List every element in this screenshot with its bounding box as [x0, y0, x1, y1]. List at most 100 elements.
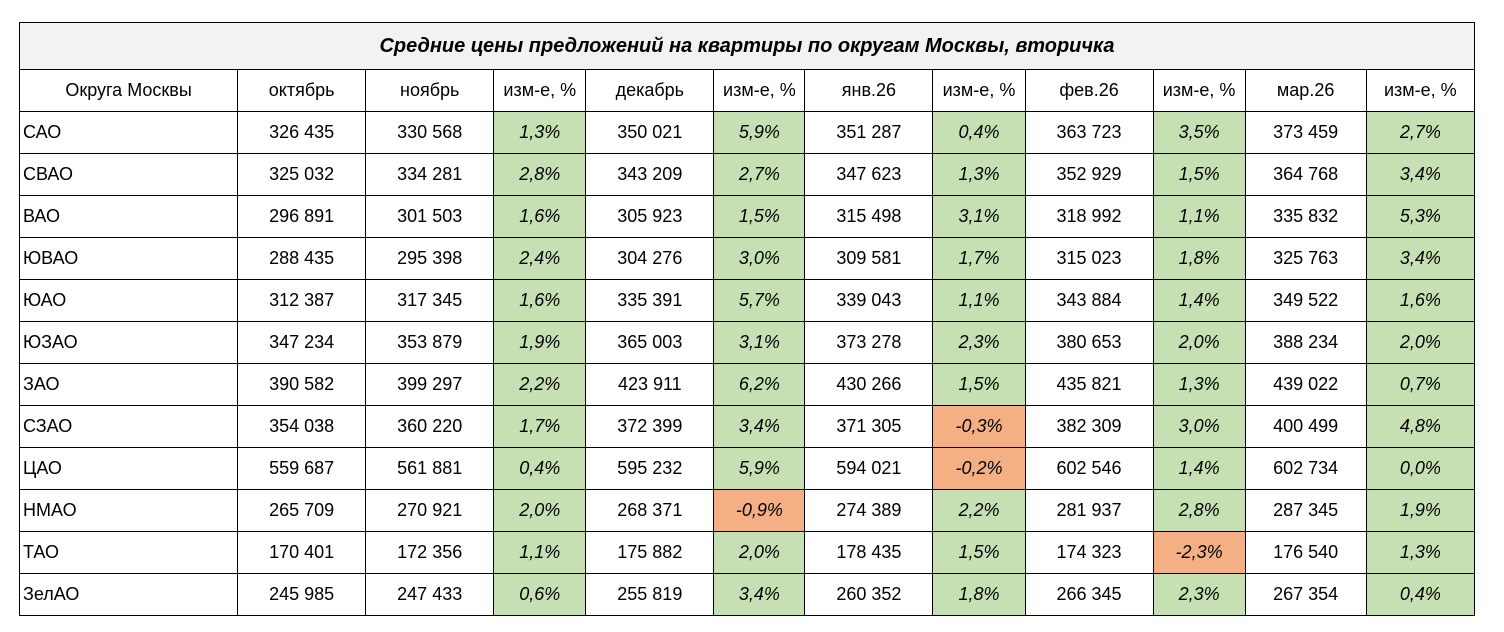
price-cell[interactable]: 365 003: [585, 321, 715, 364]
change-cell[interactable]: 2,0%: [493, 489, 587, 532]
change-cell[interactable]: 2,7%: [713, 153, 806, 196]
price-cell[interactable]: 268 371: [585, 489, 715, 532]
price-cell[interactable]: 339 043: [804, 279, 934, 322]
price-cell[interactable]: 325 032: [237, 153, 367, 196]
district-cell[interactable]: НМАО: [18, 489, 239, 532]
price-cell[interactable]: 382 309: [1024, 405, 1154, 448]
price-cell[interactable]: 430 266: [804, 363, 934, 406]
price-cell[interactable]: 312 387: [237, 279, 367, 322]
change-cell[interactable]: 0,4%: [1365, 573, 1476, 616]
change-cell[interactable]: -2,3%: [1152, 531, 1246, 574]
change-cell[interactable]: 2,8%: [1152, 489, 1246, 532]
change-cell[interactable]: 3,4%: [1365, 237, 1476, 280]
price-cell[interactable]: 602 734: [1244, 447, 1367, 490]
change-cell[interactable]: 1,5%: [1152, 153, 1246, 196]
change-cell[interactable]: 4,8%: [1365, 405, 1476, 448]
price-cell[interactable]: 176 540: [1244, 531, 1367, 574]
change-cell[interactable]: 1,6%: [493, 279, 587, 322]
price-cell[interactable]: 315 023: [1024, 237, 1154, 280]
change-cell[interactable]: 1,1%: [932, 279, 1026, 322]
price-cell[interactable]: 304 276: [585, 237, 715, 280]
district-cell[interactable]: ЮАО: [18, 279, 239, 322]
price-cell[interactable]: 172 356: [365, 531, 495, 574]
price-cell[interactable]: 373 459: [1244, 111, 1367, 154]
change-cell[interactable]: 2,2%: [932, 489, 1026, 532]
price-cell[interactable]: 439 022: [1244, 363, 1367, 406]
price-cell[interactable]: 354 038: [237, 405, 367, 448]
price-cell[interactable]: 347 623: [804, 153, 934, 196]
change-cell[interactable]: 2,7%: [1365, 111, 1476, 154]
change-cell[interactable]: 6,2%: [713, 363, 806, 406]
price-cell[interactable]: 399 297: [365, 363, 495, 406]
change-cell[interactable]: 3,1%: [713, 321, 806, 364]
price-cell[interactable]: 305 923: [585, 195, 715, 238]
price-cell[interactable]: 330 568: [365, 111, 495, 154]
change-cell[interactable]: 1,9%: [1365, 489, 1476, 532]
header-change[interactable]: изм-е, %: [932, 69, 1026, 112]
change-cell[interactable]: 2,0%: [1365, 321, 1476, 364]
change-cell[interactable]: 2,4%: [493, 237, 587, 280]
price-cell[interactable]: 388 234: [1244, 321, 1367, 364]
change-cell[interactable]: 5,9%: [713, 447, 806, 490]
header-change[interactable]: изм-е, %: [1152, 69, 1246, 112]
price-cell[interactable]: 347 234: [237, 321, 367, 364]
price-cell[interactable]: 178 435: [804, 531, 934, 574]
header-district[interactable]: Округа Москвы: [18, 69, 239, 112]
change-cell[interactable]: 1,3%: [932, 153, 1026, 196]
change-cell[interactable]: 3,0%: [713, 237, 806, 280]
price-cell[interactable]: 255 819: [585, 573, 715, 616]
price-cell[interactable]: 266 345: [1024, 573, 1154, 616]
change-cell[interactable]: 5,9%: [713, 111, 806, 154]
header-month[interactable]: ноябрь: [365, 69, 495, 112]
change-cell[interactable]: 0,4%: [932, 111, 1026, 154]
price-cell[interactable]: 343 209: [585, 153, 715, 196]
price-cell[interactable]: 270 921: [365, 489, 495, 532]
change-cell[interactable]: 5,3%: [1365, 195, 1476, 238]
price-cell[interactable]: 317 345: [365, 279, 495, 322]
change-cell[interactable]: 5,7%: [713, 279, 806, 322]
price-cell[interactable]: 594 021: [804, 447, 934, 490]
change-cell[interactable]: 2,0%: [1152, 321, 1246, 364]
price-cell[interactable]: 350 021: [585, 111, 715, 154]
district-cell[interactable]: ЮЗАО: [18, 321, 239, 364]
change-cell[interactable]: 2,2%: [493, 363, 587, 406]
price-cell[interactable]: 318 992: [1024, 195, 1154, 238]
price-cell[interactable]: 380 653: [1024, 321, 1154, 364]
change-cell[interactable]: -0,3%: [932, 405, 1026, 448]
change-cell[interactable]: 1,1%: [1152, 195, 1246, 238]
change-cell[interactable]: 1,1%: [493, 531, 587, 574]
price-cell[interactable]: 595 232: [585, 447, 715, 490]
change-cell[interactable]: 1,8%: [932, 573, 1026, 616]
price-cell[interactable]: 335 832: [1244, 195, 1367, 238]
district-cell[interactable]: СЗАО: [18, 405, 239, 448]
change-cell[interactable]: 1,6%: [1365, 279, 1476, 322]
price-cell[interactable]: 371 305: [804, 405, 934, 448]
header-month[interactable]: мар.26: [1244, 69, 1367, 112]
price-cell[interactable]: 343 884: [1024, 279, 1154, 322]
table-title[interactable]: Средние цены предложений на квартиры по …: [19, 22, 1475, 70]
header-month[interactable]: фев.26: [1024, 69, 1154, 112]
change-cell[interactable]: 1,3%: [1152, 363, 1246, 406]
district-cell[interactable]: СВАО: [18, 153, 239, 196]
price-cell[interactable]: 245 985: [237, 573, 367, 616]
price-cell[interactable]: 400 499: [1244, 405, 1367, 448]
change-cell[interactable]: 3,0%: [1152, 405, 1246, 448]
price-cell[interactable]: 265 709: [237, 489, 367, 532]
district-cell[interactable]: ЗелАО: [18, 573, 239, 616]
district-cell[interactable]: ЮВАО: [18, 237, 239, 280]
price-cell[interactable]: 175 882: [585, 531, 715, 574]
change-cell[interactable]: 0,0%: [1365, 447, 1476, 490]
change-cell[interactable]: 2,3%: [1152, 573, 1246, 616]
header-change[interactable]: изм-е, %: [1365, 69, 1476, 112]
price-cell[interactable]: 423 911: [585, 363, 715, 406]
change-cell[interactable]: 3,4%: [713, 405, 806, 448]
change-cell[interactable]: 0,4%: [493, 447, 587, 490]
district-cell[interactable]: ВАО: [18, 195, 239, 238]
price-cell[interactable]: 267 354: [1244, 573, 1367, 616]
change-cell[interactable]: 0,6%: [493, 573, 587, 616]
price-cell[interactable]: 335 391: [585, 279, 715, 322]
price-cell[interactable]: 561 881: [365, 447, 495, 490]
price-cell[interactable]: 325 763: [1244, 237, 1367, 280]
price-cell[interactable]: 360 220: [365, 405, 495, 448]
price-cell[interactable]: 174 323: [1024, 531, 1154, 574]
